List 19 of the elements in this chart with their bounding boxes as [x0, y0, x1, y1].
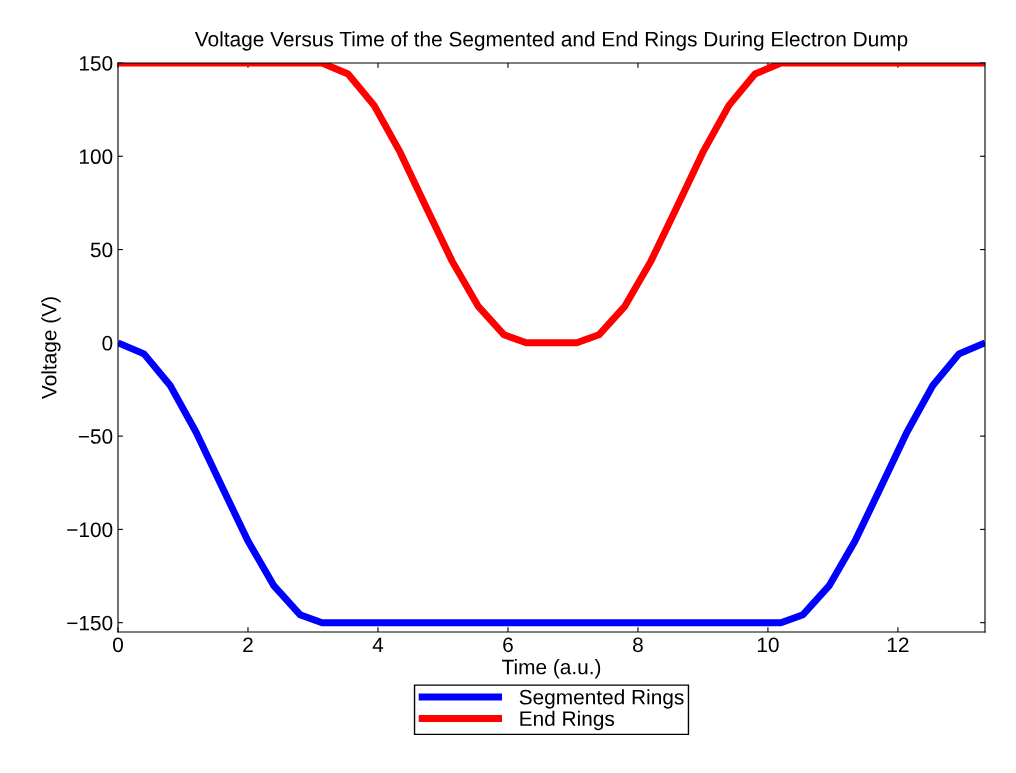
y-tick-label: 50 [90, 242, 113, 258]
x-tick-label: 10 [757, 637, 779, 653]
x-tick-label: 6 [503, 637, 513, 653]
x-tick-label: 12 [887, 637, 909, 652]
y-tick-label: 150 [79, 56, 113, 71]
x-tick-label: 0 [113, 637, 123, 653]
chart-title: Voltage Versus Time of the Segmented and End Rings During Electron Dump [194, 31, 908, 51]
y-axis-title: Voltage (V) [41, 297, 61, 399]
x-tick-label: 4 [372, 637, 384, 652]
x-axis-title: Time (a.u.) [502, 659, 601, 679]
x-tick-label: 8 [633, 637, 643, 653]
legend-label: Segmented Rings [519, 689, 684, 709]
y-tick-label: −50 [78, 429, 113, 444]
x-tick-label: 2 [243, 637, 253, 652]
y-tick-label: −100 [67, 522, 113, 538]
y-tick-label: 100 [79, 149, 113, 165]
legend-label: End Rings [520, 710, 615, 731]
y-tick-label: 0 [102, 335, 113, 351]
y-tick-label: −150 [67, 615, 113, 631]
